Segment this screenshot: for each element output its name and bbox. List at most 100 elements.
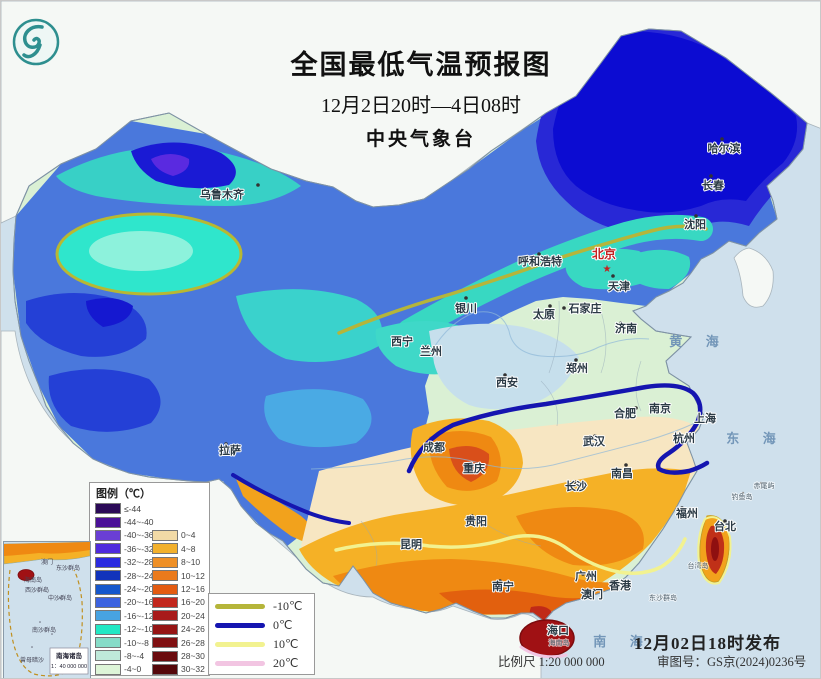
legend-row: -44~-40 <box>95 515 154 528</box>
legend-cold-column: ≤-44 -44~-40 -40~-36 -36~-32 -32~-28 -28… <box>95 502 154 676</box>
legend-range: -10~-8 <box>124 637 149 648</box>
isoline-row: -10℃ <box>209 597 314 616</box>
color-swatch <box>152 570 178 582</box>
color-swatch <box>152 583 178 595</box>
legend-row: -20~-16 <box>95 596 154 609</box>
city-label: 杭州 <box>673 431 695 445</box>
legend-title: 图例（℃） <box>96 488 151 500</box>
city-label: 石家庄 <box>568 301 602 315</box>
city-label: 拉萨 <box>219 443 241 457</box>
city-markers <box>224 137 727 630</box>
isoline-label: 0℃ <box>273 618 293 632</box>
inset-label-dongsha: 东沙群岛 <box>56 564 80 572</box>
legend-warm-column: 0~4 4~8 8~10 10~12 12~16 16~20 20~24 24~… <box>152 529 205 676</box>
legend-range: 28~30 <box>181 651 205 661</box>
city-label: 合肥 <box>614 406 636 420</box>
legend-row: -28~-24 <box>95 569 154 582</box>
city-label: 乌鲁木齐 <box>200 187 245 201</box>
sea-label-south-sea: 南 海 <box>593 634 653 649</box>
color-swatch <box>95 583 121 595</box>
isoline-sample <box>215 604 265 609</box>
legend-row: -40~-36 <box>95 529 154 542</box>
legend-row: 24~26 <box>152 623 205 636</box>
city-label: 呼和浩特 <box>518 254 562 268</box>
cma-logo <box>12 18 60 66</box>
legend-row: 20~24 <box>152 609 205 622</box>
map-scale: 比例尺 1:20 000 000 <box>498 655 605 669</box>
city-label: 广州 <box>575 569 597 583</box>
inset-label-macau: 澳门 <box>41 558 53 566</box>
city-label: 长沙 <box>565 479 587 493</box>
color-swatch <box>152 623 178 635</box>
island-label-chiwei: 赤尾屿 <box>754 481 775 490</box>
legend-row: -12~-10 <box>95 623 154 636</box>
color-swatch <box>95 650 121 662</box>
issue-time: 12月02日18时发布 <box>634 634 781 653</box>
legend-row: -32~-28 <box>95 556 154 569</box>
isoline-label: -10℃ <box>273 599 303 613</box>
legend-range: -40~-36 <box>124 530 154 541</box>
legend-range: 20~24 <box>181 610 205 621</box>
legend-row: 30~32 <box>152 663 205 676</box>
legend-range: 0~4 <box>181 530 196 541</box>
isoline-label: 10℃ <box>273 637 299 651</box>
title-block: 全国最低气温预报图 12月2日20时—4日08时 中央气象台 <box>251 43 591 151</box>
legend-range: ≤-44 <box>124 503 141 514</box>
map-valid-period: 12月2日20时—4日08时 <box>321 95 521 117</box>
city-label: 香港 <box>608 578 632 592</box>
city-label: 上海 <box>694 411 716 425</box>
legend-range: -28~-24 <box>124 570 154 581</box>
legend-range: -24~-20 <box>124 584 154 595</box>
legend-row: -16~-12 <box>95 609 154 622</box>
color-swatch <box>152 529 178 541</box>
city-label: 澳门 <box>581 587 603 601</box>
legend-range: -12~-10 <box>124 624 154 635</box>
inset-label-nansha: 南沙群岛 <box>32 626 56 634</box>
city-label: 兰州 <box>420 344 442 358</box>
legend-row: -10~-8 <box>95 636 154 649</box>
legend-row: -8~-4 <box>95 649 154 662</box>
legend-range: -20~-16 <box>124 597 154 608</box>
legend-range: 10~12 <box>181 570 205 581</box>
south-china-sea-inset: 澳门 东沙群岛 海南岛 西沙群岛 中沙群岛 南沙群岛 曾母暗沙 南海诸岛 1：4… <box>3 541 91 678</box>
city-label: 银川 <box>455 301 477 315</box>
legend-row: 4~8 <box>152 542 205 555</box>
inset-scale: 1：40 000 000 <box>51 664 87 670</box>
city-label: 海口 <box>547 623 569 637</box>
city-label: 贵阳 <box>465 514 487 528</box>
legend-row: 16~20 <box>152 596 205 609</box>
approval-number: 审图号：GS京(2024)0236号 <box>657 655 807 669</box>
dragon-swirl-icon <box>22 24 44 59</box>
island-label-hainan: 海南岛 <box>549 638 570 647</box>
legend-range: 12~16 <box>181 584 205 595</box>
color-swatch <box>95 663 121 675</box>
color-swatch <box>95 556 121 568</box>
island-label-taiwan: 台湾岛 <box>688 561 709 570</box>
city-labels: 乌鲁木齐 哈尔滨 长春 沈阳 呼和浩特 北京 天津 石家庄 太原 银川 济南 西… <box>199 140 742 638</box>
city-label: 昆明 <box>400 538 422 551</box>
legend-row: -4~0 <box>95 663 154 676</box>
legend-panel: 图例（℃） ≤-44 -44~-40 -40~-36 -36~-32 -32~-… <box>89 482 210 676</box>
legend-row: 28~30 <box>152 649 205 662</box>
city-label: 南昌 <box>611 466 633 480</box>
legend-range: -4~0 <box>124 664 142 675</box>
city-label: 西宁 <box>391 334 413 348</box>
city-label: 武汉 <box>583 434 606 448</box>
legend-range: 4~8 <box>181 543 196 554</box>
isoline-sample <box>215 623 265 628</box>
isoline-sample <box>215 642 265 647</box>
legend-row: 0~4 <box>152 529 205 542</box>
legend-row: -24~-20 <box>95 582 154 595</box>
color-swatch <box>95 610 121 622</box>
color-swatch <box>95 623 121 635</box>
legend-range: 24~26 <box>181 624 205 635</box>
legend-range: 16~20 <box>181 597 205 608</box>
city-label-capital: 北京 <box>592 246 616 261</box>
inset-label-hainan: 海南岛 <box>24 576 42 584</box>
isoline-label: 20℃ <box>273 656 299 670</box>
isoline-row: 10℃ <box>209 635 314 654</box>
foreign-land-korea <box>733 247 774 308</box>
isoline-row: 20℃ <box>209 654 314 673</box>
legend-row: 12~16 <box>152 582 205 595</box>
